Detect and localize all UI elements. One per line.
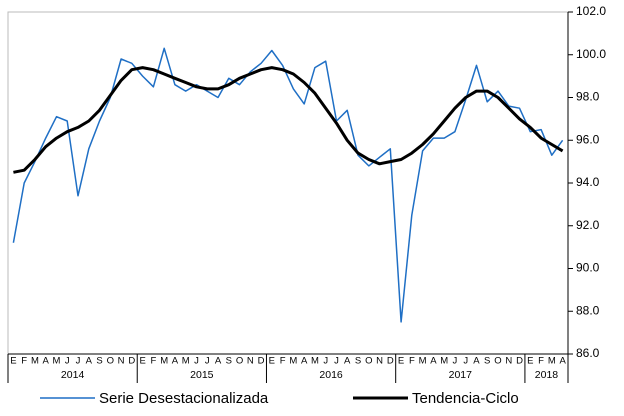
x-group-label: 2017	[449, 369, 473, 381]
y-tick-label: 100.0	[576, 47, 606, 61]
x-tick-label: A	[344, 356, 351, 367]
x-tick-label: N	[376, 356, 383, 367]
x-tick-label: D	[387, 356, 394, 367]
series-line	[12, 47, 564, 323]
x-tick-label: A	[559, 356, 566, 367]
x-tick-label: A	[43, 356, 50, 367]
x-tick-label: D	[128, 356, 135, 367]
x-tick-label: D	[516, 356, 523, 367]
x-group-label: 2016	[319, 369, 343, 381]
x-tick-label: A	[301, 356, 308, 367]
y-tick-label: 94.0	[576, 175, 600, 189]
x-tick-label: E	[10, 356, 16, 367]
x-tick-label: M	[31, 356, 39, 367]
x-tick-label: J	[463, 356, 468, 367]
x-tick-label: A	[215, 356, 222, 367]
x-tick-label: J	[323, 356, 328, 367]
x-tick-label: E	[139, 356, 145, 367]
x-tick-label: J	[194, 356, 199, 367]
y-tick-label: 92.0	[576, 218, 600, 232]
x-tick-label: E	[527, 356, 533, 367]
x-tick-label: A	[430, 356, 437, 367]
x-tick-label: M	[182, 356, 190, 367]
x-tick-label: N	[247, 356, 254, 367]
x-tick-label: M	[53, 356, 61, 367]
x-tick-label: J	[65, 356, 70, 367]
x-tick-label: E	[269, 356, 275, 367]
x-tick-label: A	[172, 356, 179, 367]
x-tick-label: O	[107, 356, 114, 367]
x-tick-label: O	[494, 356, 501, 367]
y-tick-label: 96.0	[576, 132, 600, 146]
x-tick-label: M	[311, 356, 319, 367]
x-tick-label: F	[21, 356, 27, 367]
x-tick-label: A	[86, 356, 93, 367]
x-tick-label: M	[548, 356, 556, 367]
y-tick-label: 102.0	[576, 4, 606, 18]
x-group-label: 2015	[190, 369, 214, 381]
x-tick-label: J	[76, 356, 81, 367]
x-tick-label: F	[538, 356, 544, 367]
series-line	[13, 66, 564, 174]
x-tick-label: S	[484, 356, 490, 367]
x-group-label: 2018	[535, 369, 559, 381]
x-tick-label: M	[419, 356, 427, 367]
y-tick-label: 98.0	[576, 90, 600, 104]
x-tick-label: F	[150, 356, 156, 367]
x-tick-label: D	[258, 356, 265, 367]
x-tick-label: N	[118, 356, 125, 367]
x-tick-label: S	[226, 356, 232, 367]
x-tick-label: S	[96, 356, 102, 367]
x-tick-label: J	[205, 356, 210, 367]
x-tick-label: O	[236, 356, 243, 367]
y-tick-label: 90.0	[576, 261, 600, 275]
plot-frame	[7, 11, 569, 355]
x-tick-label: J	[453, 356, 458, 367]
x-tick-label: F	[409, 356, 415, 367]
x-tick-label: J	[334, 356, 339, 367]
x-tick-label: E	[398, 356, 404, 367]
x-tick-label: S	[355, 356, 361, 367]
legend-label: Tendencia-Ciclo	[412, 390, 519, 407]
legend-label: Serie Desestacionalizada	[99, 390, 269, 407]
x-tick-label: M	[440, 356, 448, 367]
x-group-label: 2014	[61, 369, 85, 381]
x-tick-label: A	[473, 356, 480, 367]
x-tick-label: F	[280, 356, 286, 367]
x-tick-label: O	[365, 356, 372, 367]
x-tick-label: M	[289, 356, 297, 367]
y-tick-label: 88.0	[576, 303, 600, 317]
y-tick-label: 86.0	[576, 346, 600, 360]
x-tick-label: N	[505, 356, 512, 367]
x-tick-label: M	[160, 356, 168, 367]
